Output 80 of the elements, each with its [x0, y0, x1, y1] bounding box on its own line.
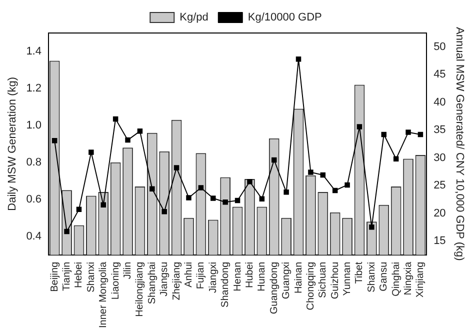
- point: [174, 165, 180, 170]
- y2-tick-label: 20: [434, 207, 446, 220]
- point: [222, 200, 228, 205]
- x-tick-label: Hubei: [244, 262, 256, 288]
- point: [271, 157, 277, 163]
- x-tick-label: Hainan: [293, 262, 304, 294]
- x-tick-label: Guangxi: [281, 262, 292, 300]
- point: [284, 190, 289, 195]
- x-tick-label: Guangdong: [268, 262, 280, 314]
- point: [186, 195, 192, 200]
- x-tick-label: Shanxi: [366, 262, 378, 292]
- y-tick-label: 1.0: [26, 119, 42, 132]
- x-tick-label: Ningxia: [403, 261, 414, 296]
- x-tick-label: Heilongjiang: [134, 262, 146, 317]
- point: [88, 150, 94, 155]
- y2-tick-label: 35: [434, 124, 446, 136]
- legend-label: Kg/10000 GDP: [248, 12, 322, 24]
- point: [247, 179, 252, 184]
- point: [198, 185, 204, 190]
- point: [137, 128, 143, 134]
- point: [308, 170, 314, 175]
- y-tick-label: 0.4: [26, 230, 42, 242]
- x-tick-label: Liaoning: [110, 262, 122, 300]
- y2-tick-label: 50: [434, 40, 446, 53]
- x-tick-label: Tibet: [354, 262, 366, 284]
- point: [320, 172, 326, 178]
- x-tick-label: Hunan: [256, 262, 268, 292]
- y2-axis-title: Annual MSW Generated/ CNY 10,000 GDP (kg): [453, 27, 466, 261]
- legend-label: Kg/pd: [180, 12, 208, 24]
- y2-tick-label: 25: [434, 180, 446, 192]
- point: [52, 138, 58, 144]
- x-tick-label: Shanghai: [146, 262, 158, 304]
- point: [234, 198, 240, 204]
- y-tick-label: 0.8: [26, 156, 42, 168]
- point: [406, 130, 411, 135]
- x-tick-label: Xinjiang: [415, 262, 426, 298]
- x-tick-label: Yunnan: [342, 262, 354, 296]
- x-tick-label: Qinghai: [390, 262, 402, 296]
- x-tick-label: Gansu: [378, 262, 390, 292]
- x-tick-label: Tianjin: [62, 262, 73, 291]
- point: [296, 56, 302, 62]
- point: [150, 186, 155, 192]
- x-tick-label: Anhui: [183, 262, 194, 288]
- point: [356, 124, 362, 130]
- y-axis-title: Daily MSW Generation (kg): [6, 76, 19, 211]
- x-tick-label: Jiangsu: [159, 262, 170, 296]
- point: [332, 188, 338, 194]
- y2-tick-label: 15: [434, 235, 446, 248]
- y2-tick-label: 40: [434, 96, 446, 108]
- point: [344, 182, 350, 188]
- point: [393, 156, 399, 162]
- point: [381, 132, 386, 138]
- x-tick-label: Guizhou: [330, 262, 341, 300]
- point: [259, 196, 265, 202]
- point: [64, 228, 70, 234]
- x-tick-label: Jiangxi: [208, 262, 219, 293]
- x-tick-label: Sichuan: [318, 262, 329, 298]
- x-tick-label: Chongqing: [305, 262, 316, 310]
- x-tick-label: Beijing: [49, 262, 60, 292]
- point: [125, 137, 130, 143]
- point: [418, 132, 424, 138]
- point: [162, 208, 167, 214]
- point: [369, 224, 374, 230]
- point: [100, 202, 106, 208]
- x-tick-label: Hebei: [74, 262, 85, 288]
- x-tick-label: Zhejiang: [171, 262, 182, 300]
- x-tick-label: Jilin: [122, 262, 134, 280]
- y-tick-label: 1.2: [26, 82, 42, 94]
- point: [112, 116, 118, 122]
- x-tick-label: Fujian: [196, 262, 207, 290]
- x-tick-label: Inner Mongolia: [98, 261, 110, 328]
- y-tick-label: 1.4: [26, 46, 42, 58]
- point: [210, 196, 216, 201]
- x-tick-label: Shanxi: [86, 262, 97, 292]
- y2-tick-label: 45: [434, 68, 446, 81]
- x-tick-label: Henan: [232, 262, 244, 292]
- y2-tick-label: 30: [434, 152, 446, 164]
- point: [76, 206, 82, 212]
- x-tick-label: Shandong: [220, 262, 232, 308]
- y-tick-label: 0.6: [26, 193, 42, 206]
